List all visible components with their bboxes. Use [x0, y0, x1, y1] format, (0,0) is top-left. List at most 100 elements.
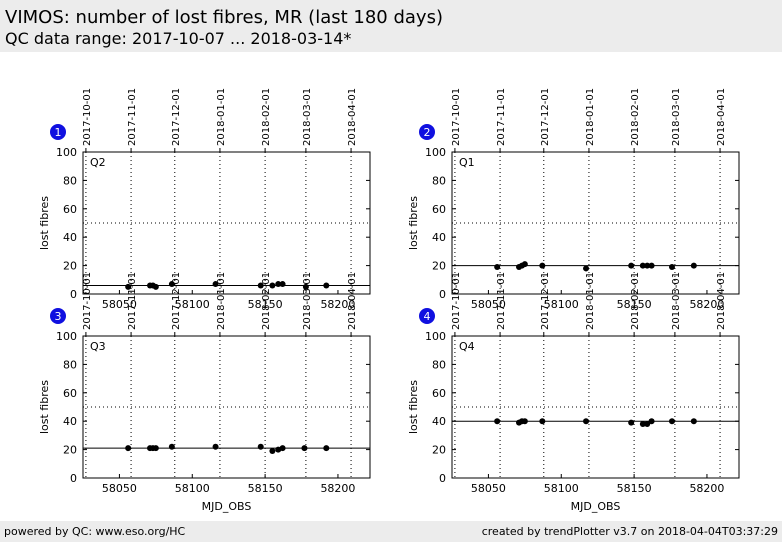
y-tick-label: 100 [425, 146, 446, 159]
chart-panel-4: 2017-10-01 2017-11-01 2017-12-01 2018-01-01… [407, 272, 740, 513]
top-axis-date-label: 2018-02-01 [261, 272, 272, 330]
y-tick-label: 40 [63, 415, 77, 428]
x-axis-label: MJD_OBS [202, 500, 252, 513]
footer-generator: created by trendPlotter v3.7 on 2018-04-… [481, 525, 778, 538]
y-tick-label: 60 [63, 203, 77, 216]
top-axis-date-label: 2017-12-01 [171, 272, 182, 330]
y-tick-label: 40 [432, 231, 446, 244]
plot-frame [82, 151, 371, 295]
data-point [302, 283, 309, 290]
top-axis-date-label: 2018-04-01 [347, 272, 358, 330]
top-axis-date-label: 2018-02-01 [261, 88, 272, 146]
top-axis-date-label: 2017-11-01 [496, 88, 507, 146]
data-point [323, 282, 330, 289]
data-point [125, 283, 132, 290]
x-tick-label: 58150 [248, 482, 283, 495]
x-tick-label: 58050 [471, 482, 506, 495]
panel-label: Q4 [459, 340, 475, 353]
top-axis-date-label: 2018-01-01 [585, 272, 596, 330]
x-tick-label: 58200 [320, 482, 355, 495]
x-tick-label: 58200 [689, 298, 724, 311]
y-tick-label: 20 [63, 444, 77, 457]
top-axis-date-label: 2017-12-01 [540, 272, 551, 330]
data-point [644, 262, 651, 269]
top-axis-date-label: 2018-02-01 [630, 272, 641, 330]
x-tick-label: 58100 [175, 298, 210, 311]
panel-number-badge [50, 124, 66, 140]
panel-number-badge [50, 308, 66, 324]
data-point [323, 445, 330, 452]
y-tick-label: 20 [432, 444, 446, 457]
top-axis-date-label: 2018-03-01 [671, 272, 682, 330]
data-point [668, 264, 675, 271]
x-axis-label: MJD_OBS [571, 500, 621, 513]
y-tick-label: 100 [56, 330, 77, 343]
top-axis-date-label: 2018-04-01 [716, 88, 727, 146]
y-tick-label: 60 [63, 387, 77, 400]
page-title: VIMOS: number of lost fibres, MR (last 1… [5, 7, 443, 28]
plot-frame [451, 151, 740, 295]
data-point [648, 418, 655, 425]
panel-number-label: 1 [55, 126, 62, 139]
y-tick-label: 80 [432, 174, 446, 187]
y-axis-label: lost fibres [407, 196, 420, 250]
data-point [279, 445, 286, 452]
top-axis-date-label: 2018-01-01 [585, 88, 596, 146]
x-tick-label: 58150 [617, 298, 652, 311]
top-axis-date-label: 2017-10-01 [82, 88, 93, 146]
y-tick-label: 60 [432, 387, 446, 400]
data-point [583, 418, 590, 425]
top-axis-date-label: 2017-10-01 [82, 272, 93, 330]
data-point [494, 418, 501, 425]
data-point [494, 264, 501, 271]
y-tick-label: 0 [70, 288, 77, 301]
panel-label: Q3 [90, 340, 106, 353]
y-tick-label: 60 [432, 203, 446, 216]
data-point [168, 281, 175, 288]
data-point [644, 421, 651, 428]
data-point [279, 281, 286, 288]
panel-number-label: 3 [55, 310, 62, 323]
y-tick-label: 0 [70, 472, 77, 485]
data-point [301, 445, 308, 452]
x-tick-label: 58050 [471, 298, 506, 311]
data-point [152, 283, 159, 290]
x-tick-label: 58200 [320, 298, 355, 311]
x-tick-label: 58200 [689, 482, 724, 495]
top-axis-date-label: 2017-10-01 [451, 88, 462, 146]
top-axis-date-label: 2017-11-01 [127, 272, 138, 330]
y-tick-label: 100 [56, 146, 77, 159]
data-point [539, 262, 546, 269]
y-axis-label: lost fibres [38, 380, 51, 434]
chart-panel-1: 2017-10-01 2017-11-01 2017-12-01 2018-01-01… [38, 88, 371, 311]
y-tick-label: 80 [63, 174, 77, 187]
top-axis-date-label: 2017-11-01 [127, 88, 138, 146]
top-axis-date-label: 2017-12-01 [171, 88, 182, 146]
data-point [668, 418, 675, 425]
data-point [690, 262, 697, 269]
data-point [628, 262, 635, 269]
y-tick-label: 80 [432, 358, 446, 371]
panel-number-badge [419, 308, 435, 324]
panel-label: Q1 [459, 156, 475, 169]
y-axis-label: lost fibres [407, 380, 420, 434]
data-point [212, 443, 219, 450]
top-axis-date-label: 2018-04-01 [716, 272, 727, 330]
top-axis-date-label: 2017-11-01 [496, 272, 507, 330]
y-tick-label: 40 [63, 231, 77, 244]
footer-bar: powered by QC: www.eso.org/HC created by… [0, 521, 782, 542]
x-tick-label: 58150 [248, 298, 283, 311]
data-point [628, 419, 635, 426]
data-point [212, 281, 219, 288]
x-tick-label: 58150 [617, 482, 652, 495]
data-point [639, 262, 646, 269]
y-tick-label: 20 [63, 260, 77, 273]
data-point [583, 265, 590, 272]
x-tick-label: 58100 [544, 482, 579, 495]
panel-number-label: 2 [424, 126, 431, 139]
top-axis-date-label: 2018-02-01 [630, 88, 641, 146]
top-axis-date-label: 2018-01-01 [216, 272, 227, 330]
chart-panel-2: 2017-10-01 2017-11-01 2017-12-01 2018-01-01… [407, 88, 740, 311]
chart-panel-3: 2017-10-01 2017-11-01 2017-12-01 2018-01-01… [38, 272, 371, 513]
y-tick-label: 20 [432, 260, 446, 273]
